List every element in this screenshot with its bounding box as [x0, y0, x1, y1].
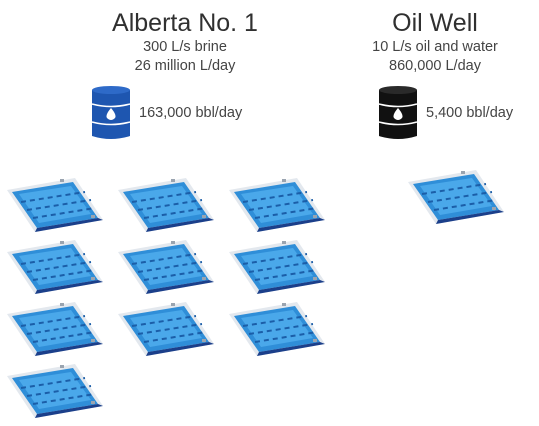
site-title: Oil Well [392, 9, 478, 37]
oil-barrel-icon [376, 84, 420, 142]
swimming-pool-icon [5, 238, 105, 296]
swimming-pool-icon [227, 300, 327, 358]
swimming-pool-icon [406, 168, 506, 226]
site-alberta: Alberta No. 1 300 L/s brine 26 million L… [60, 0, 310, 76]
swimming-pool-icon [116, 238, 216, 296]
flow-rate: 300 L/s brine [143, 39, 227, 55]
site-title: Alberta No. 1 [112, 9, 258, 37]
barrel-row-oil-well: 5,400 bbl/day [376, 84, 513, 142]
swimming-pool-icon [227, 176, 327, 234]
barrel-row-alberta: 163,000 bbl/day [89, 84, 242, 142]
swimming-pool-icon [227, 238, 327, 296]
site-oil-well: Oil Well 10 L/s oil and water 860,000 L/… [345, 0, 525, 76]
flow-rate: 10 L/s oil and water [372, 39, 498, 55]
swimming-pool-icon [5, 300, 105, 358]
daily-volume: 26 million L/day [134, 58, 236, 74]
oil-barrel-icon [89, 84, 133, 142]
barrels-per-day: 5,400 bbl/day [426, 105, 514, 121]
swimming-pool-icon [5, 362, 105, 420]
daily-volume: 860,000 L/day [389, 58, 481, 74]
swimming-pool-icon [116, 300, 216, 358]
swimming-pool-icon [116, 176, 216, 234]
barrels-per-day: 163,000 bbl/day [139, 105, 243, 121]
swimming-pool-icon [5, 176, 105, 234]
